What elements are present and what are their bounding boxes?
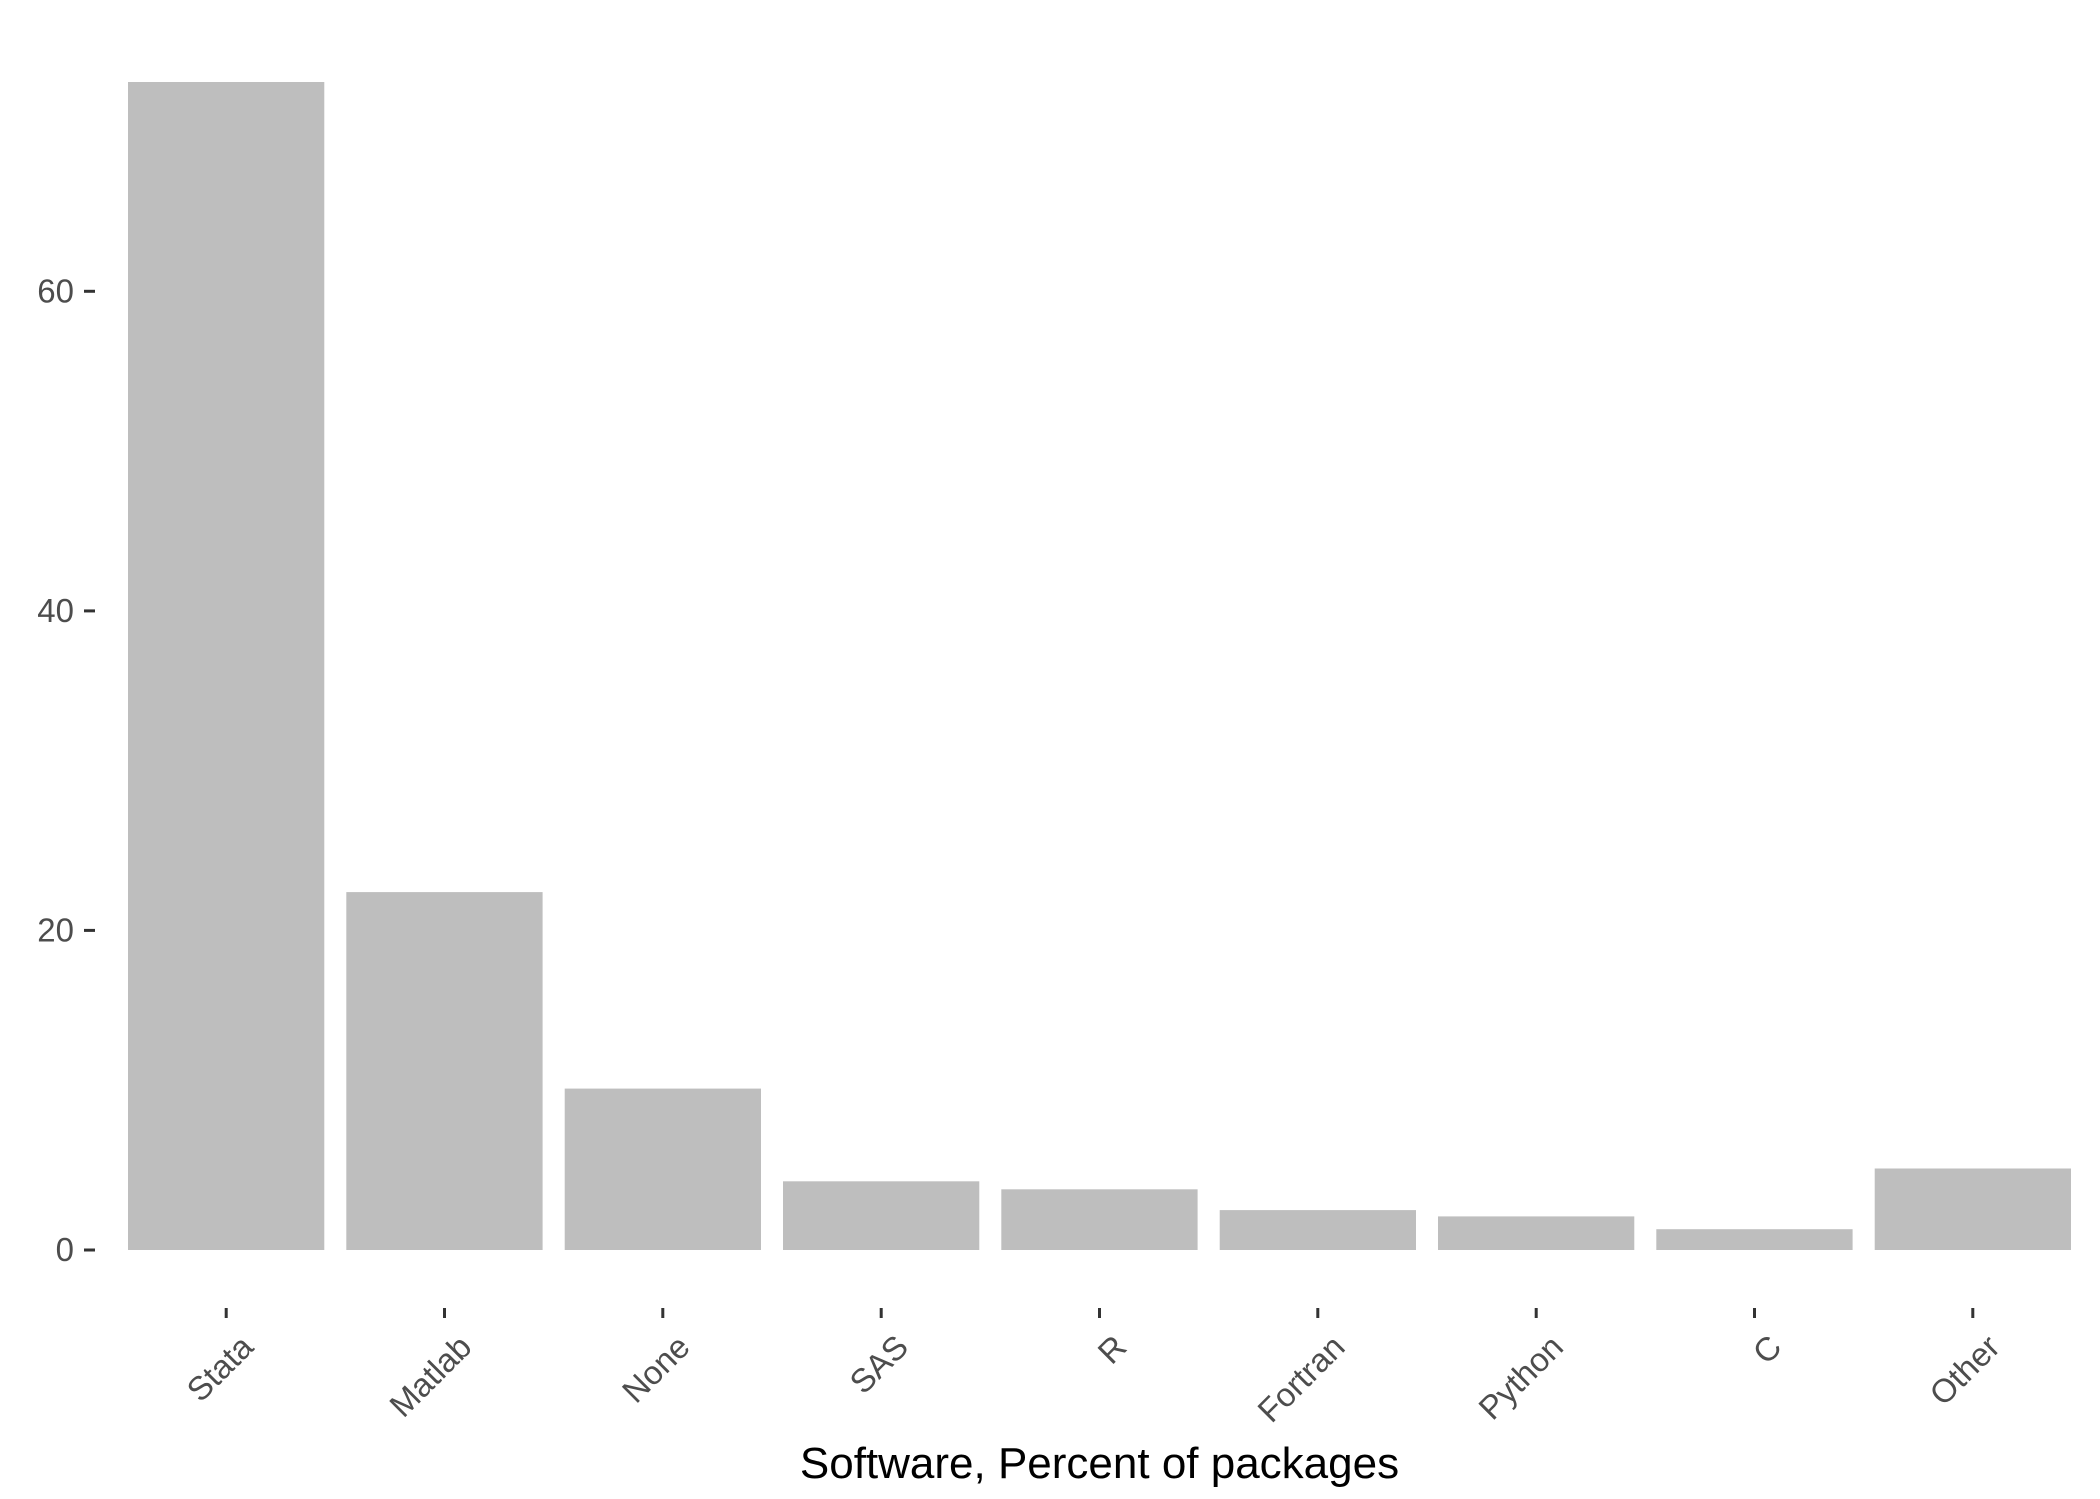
x-tick-label: SAS xyxy=(842,1328,915,1401)
y-tick-label: 0 xyxy=(56,1231,74,1268)
x-tick-label: None xyxy=(615,1328,697,1410)
bar-none xyxy=(564,1088,761,1250)
bars-group xyxy=(128,82,2071,1250)
x-axis-title: Software, Percent of packages xyxy=(800,1439,1399,1488)
x-tick-label: Other xyxy=(1922,1328,2007,1413)
bar-stata xyxy=(128,82,325,1250)
x-tick-label: C xyxy=(1745,1328,1788,1371)
x-tick-label: Stata xyxy=(179,1327,260,1408)
bar-c xyxy=(1656,1229,1853,1250)
y-axis: 0 20 40 60 xyxy=(37,272,95,1268)
x-tick-label: Matlab xyxy=(382,1328,478,1424)
bar-sas xyxy=(783,1181,980,1250)
x-axis: Stata Matlab None SAS R Fortran Python C Other xyxy=(179,1308,2007,1429)
bar-other xyxy=(1874,1168,2071,1250)
x-tick-label: Python xyxy=(1471,1328,1570,1427)
x-tick-label: Fortran xyxy=(1250,1328,1351,1429)
y-tick-label: 40 xyxy=(37,592,74,629)
y-tick-label: 20 xyxy=(37,911,74,948)
bar-r xyxy=(1001,1189,1198,1250)
bar-matlab xyxy=(346,892,543,1250)
y-tick-label: 60 xyxy=(37,272,74,309)
bar-python xyxy=(1438,1216,1635,1250)
x-tick-label: R xyxy=(1090,1328,1133,1371)
bar-fortran xyxy=(1219,1210,1416,1250)
